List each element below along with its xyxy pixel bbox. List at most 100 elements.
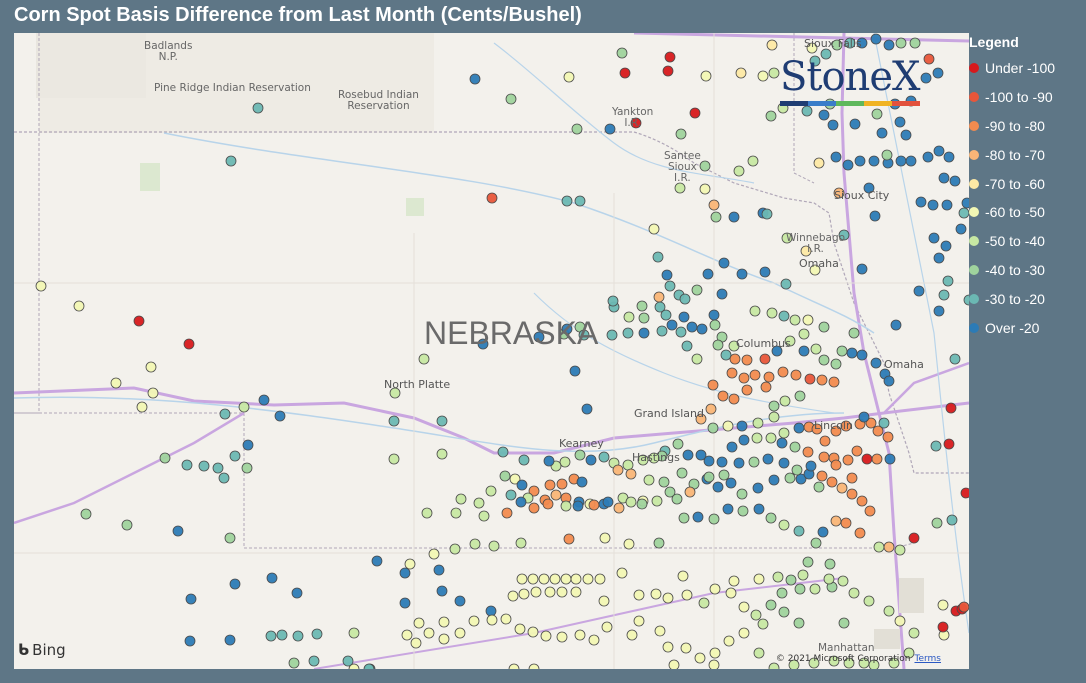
basis-point[interactable] <box>664 486 676 498</box>
basis-point[interactable] <box>533 331 545 343</box>
basis-point[interactable] <box>876 127 888 139</box>
basis-point[interactable] <box>709 319 721 331</box>
basis-point[interactable] <box>242 439 254 451</box>
basis-point[interactable] <box>777 366 789 378</box>
basis-point[interactable] <box>717 390 729 402</box>
basis-point[interactable] <box>797 569 809 581</box>
basis-point[interactable] <box>229 578 241 590</box>
basis-point[interactable] <box>675 326 687 338</box>
basis-point[interactable] <box>920 72 932 84</box>
basis-point[interactable] <box>559 456 571 468</box>
basis-point[interactable] <box>883 375 895 387</box>
basis-point[interactable] <box>606 329 618 341</box>
basis-point[interactable] <box>121 519 133 531</box>
basis-point[interactable] <box>556 478 568 490</box>
basis-point[interactable] <box>945 402 957 414</box>
basis-point[interactable] <box>515 537 527 549</box>
basis-point[interactable] <box>436 415 448 427</box>
basis-point[interactable] <box>854 155 866 167</box>
basis-point[interactable] <box>515 496 527 508</box>
basis-point[interactable] <box>823 573 835 585</box>
basis-point[interactable] <box>560 500 572 512</box>
basis-point[interactable] <box>623 311 635 323</box>
basis-point[interactable] <box>961 197 969 209</box>
basis-point[interactable] <box>838 617 850 629</box>
basis-point[interactable] <box>873 541 885 553</box>
basis-point[interactable] <box>722 503 734 515</box>
basis-point[interactable] <box>662 641 674 653</box>
basis-point[interactable] <box>388 415 400 427</box>
legend-item[interactable]: Under -100 <box>969 54 1086 83</box>
basis-point[interactable] <box>691 353 703 365</box>
basis-point[interactable] <box>870 33 882 45</box>
basis-point[interactable] <box>636 300 648 312</box>
basis-point[interactable] <box>830 151 842 163</box>
basis-point[interactable] <box>805 460 817 472</box>
basis-point[interactable] <box>868 155 880 167</box>
basis-point[interactable] <box>836 482 848 494</box>
map-canvas[interactable]: Badlands N.P. Pine Ridge Indian Reservat… <box>14 33 969 669</box>
basis-point[interactable] <box>571 123 583 135</box>
basis-point[interactable] <box>699 183 711 195</box>
basis-point[interactable] <box>806 42 818 54</box>
basis-point[interactable] <box>894 615 906 627</box>
basis-point[interactable] <box>784 472 796 484</box>
basis-point[interactable] <box>856 349 868 361</box>
basis-point[interactable] <box>710 211 722 223</box>
basis-point[interactable] <box>563 71 575 83</box>
basis-point[interactable] <box>623 538 635 550</box>
basis-point[interactable] <box>759 353 771 365</box>
basis-point[interactable] <box>798 345 810 357</box>
basis-point[interactable] <box>738 372 750 384</box>
basis-point[interactable] <box>837 575 849 587</box>
basis-point[interactable] <box>527 626 539 638</box>
basis-point[interactable] <box>830 358 842 370</box>
basis-point[interactable] <box>894 116 906 128</box>
terms-link[interactable]: Terms <box>914 654 941 664</box>
basis-point[interactable] <box>768 67 780 79</box>
basis-point[interactable] <box>736 420 748 432</box>
basis-point[interactable] <box>509 473 521 485</box>
basis-point[interactable] <box>594 573 606 585</box>
basis-point[interactable] <box>863 595 875 607</box>
basis-point[interactable] <box>763 371 775 383</box>
basis-point[interactable] <box>705 403 717 415</box>
basis-point[interactable] <box>404 558 416 570</box>
basis-point[interactable] <box>612 464 624 476</box>
basis-point[interactable] <box>265 630 277 642</box>
basis-point[interactable] <box>778 606 790 618</box>
basis-point[interactable] <box>798 328 810 340</box>
basis-point[interactable] <box>735 67 747 79</box>
basis-point[interactable] <box>881 149 893 161</box>
legend-item[interactable]: -90 to -80 <box>969 112 1086 141</box>
basis-point[interactable] <box>485 605 497 617</box>
basis-point[interactable] <box>871 108 883 120</box>
basis-point[interactable] <box>813 157 825 169</box>
basis-point[interactable] <box>757 70 769 82</box>
basis-point[interactable] <box>819 435 831 447</box>
basis-point[interactable] <box>252 102 264 114</box>
basis-point[interactable] <box>818 354 830 366</box>
basis-point[interactable] <box>884 453 896 465</box>
basis-point[interactable] <box>871 453 883 465</box>
basis-point[interactable] <box>660 309 672 321</box>
basis-point[interactable] <box>648 452 660 464</box>
basis-point[interactable] <box>842 454 854 466</box>
basis-point[interactable] <box>654 301 666 313</box>
basis-point[interactable] <box>804 373 816 385</box>
basis-point[interactable] <box>771 345 783 357</box>
basis-point[interactable] <box>726 441 738 453</box>
basis-point[interactable] <box>895 37 907 49</box>
basis-point[interactable] <box>708 309 720 321</box>
basis-point[interactable] <box>784 335 796 347</box>
legend-item[interactable]: -60 to -50 <box>969 198 1086 227</box>
basis-point[interactable] <box>738 601 750 613</box>
basis-point[interactable] <box>413 617 425 629</box>
basis-point[interactable] <box>530 586 542 598</box>
basis-point[interactable] <box>861 453 873 465</box>
basis-point[interactable] <box>842 159 854 171</box>
basis-point[interactable] <box>753 573 765 585</box>
basis-point[interactable] <box>436 585 448 597</box>
basis-point[interactable] <box>794 583 806 595</box>
basis-point[interactable] <box>791 464 803 476</box>
